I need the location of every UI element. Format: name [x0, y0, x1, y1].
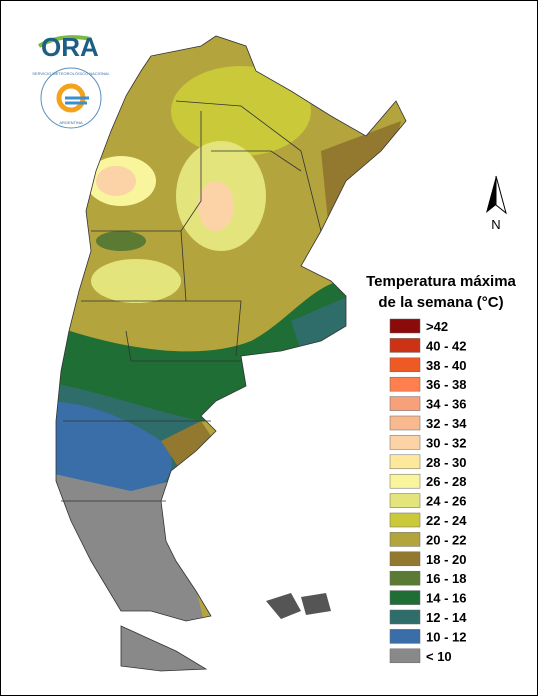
- logo-name: ORA: [41, 32, 99, 62]
- legend-swatch: [389, 435, 421, 450]
- legend-swatch: [389, 551, 421, 567]
- legend-swatch: [389, 415, 421, 431]
- legend-swatch: [389, 318, 421, 334]
- legend-label: 36 - 38: [426, 377, 466, 392]
- legend-swatch: [389, 570, 421, 586]
- legend-label: 30 - 32: [426, 435, 466, 450]
- logo-swoosh: [37, 35, 92, 48]
- seal-bottom-text: ARGENTINA: [59, 120, 83, 125]
- legend-swatch: [389, 609, 421, 625]
- legend-label: 40 - 42: [426, 338, 466, 353]
- legend-swatch: [389, 376, 421, 392]
- legend-label: 38 - 40: [426, 358, 466, 373]
- seal-waves: [65, 96, 89, 105]
- north-arrow: N: [486, 175, 507, 232]
- legend-label: 26 - 28: [426, 474, 466, 489]
- legend-label: 20 - 22: [426, 532, 466, 547]
- legend-title: Temperatura máxima: [366, 273, 516, 290]
- logo: ORA SERVICIO METEOROLÓGICO NACIONAL ARGE…: [32, 32, 111, 129]
- legend-swatch: [389, 629, 421, 644]
- legend-swatch: [389, 512, 421, 528]
- legend: Temperatura máxima de la semana (°C) >42 40…: [366, 273, 516, 664]
- legend-swatch: [389, 454, 421, 470]
- legend-label: 10 - 12: [426, 629, 466, 644]
- legend-label: >42: [426, 319, 448, 334]
- legend-label: 32 - 34: [426, 416, 467, 431]
- legend-label: 14 - 16: [426, 591, 466, 606]
- legend-label: 24 - 26: [426, 494, 466, 509]
- islands: [266, 593, 331, 619]
- legend-label: 22 - 24: [426, 513, 467, 528]
- legend-swatch: [389, 338, 421, 353]
- legend-swatch: [389, 396, 421, 411]
- legend-label: 28 - 30: [426, 455, 466, 470]
- legend-label: 12 - 14: [426, 610, 467, 625]
- legend-label: 34 - 36: [426, 397, 466, 412]
- north-arrow-left: [486, 176, 496, 213]
- legend-swatch: [389, 532, 421, 547]
- north-label: N: [491, 217, 500, 232]
- legend-swatch: [389, 473, 421, 489]
- legend-swatch: [389, 357, 421, 373]
- legend-title: de la semana (°C): [378, 294, 503, 311]
- legend-swatch: [389, 648, 421, 664]
- north-arrow-right: [495, 175, 507, 215]
- legend-swatch: [389, 590, 421, 605]
- legend-label: 16 - 18: [426, 571, 466, 586]
- province-borders: [55, 35, 407, 672]
- legend-swatch: [389, 493, 421, 508]
- legend-label: 18 - 20: [426, 552, 466, 567]
- legend-label: < 10: [426, 649, 452, 664]
- seal-top-text: SERVICIO METEOROLÓGICO NACIONAL: [32, 71, 110, 76]
